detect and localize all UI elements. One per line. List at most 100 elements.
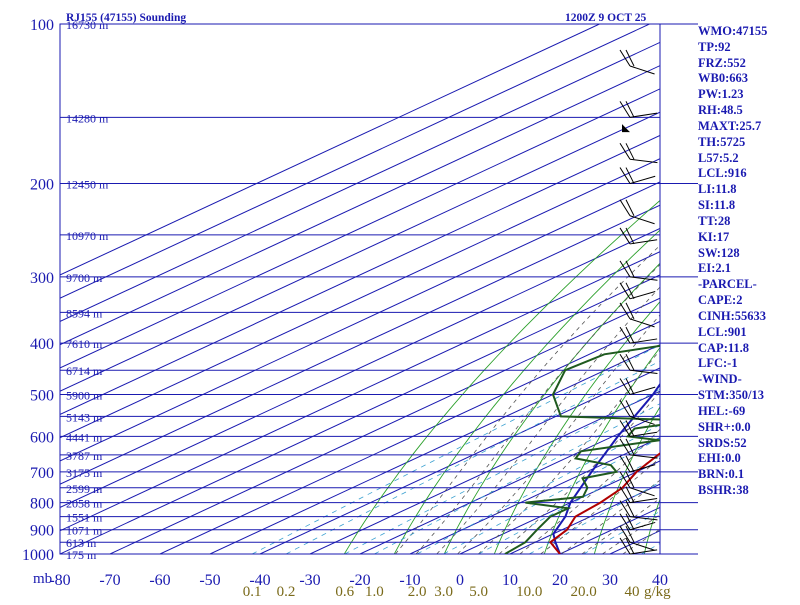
wind-barb-staff: [629, 291, 656, 300]
wind-barb-staff: [629, 158, 658, 164]
isotherm-line: [159, 320, 660, 554]
height-label: 10970 m: [66, 229, 109, 243]
isotherm-line: [60, 204, 660, 485]
mixing-ratio-label: 0.6: [335, 584, 354, 600]
wind-barb-feather: [619, 167, 631, 184]
wind-barb-staff: [629, 541, 655, 551]
profile-layer: [504, 344, 660, 554]
wind-barb-feather: [625, 167, 635, 184]
wind-barb-feather: [619, 353, 631, 371]
wind-barb-feather: [619, 438, 631, 456]
temperature-tick-label: -70: [99, 572, 120, 589]
isotherm-line: [60, 227, 660, 509]
temperature-tick-label: -50: [199, 572, 220, 589]
wind-barb-staff: [629, 112, 658, 118]
wind-barb-feather: [619, 199, 631, 216]
wind-barb-feather: [625, 455, 635, 473]
mixing-ratio-label: 3.0: [434, 584, 453, 600]
isotherm-line: [60, 274, 660, 554]
wind-barb-feather: [625, 199, 635, 216]
grid-layer: [60, 24, 660, 554]
pressure-label: 400: [30, 336, 54, 353]
height-label: 613 m: [66, 536, 97, 550]
wind-barb-feather: [619, 378, 631, 395]
wind-barb-feather: [625, 101, 635, 118]
wind-barb-staff: [629, 521, 656, 531]
temperature-tick-label: 0: [456, 572, 464, 589]
wind-barb-feather: [625, 282, 635, 300]
moist-adiabat: [581, 498, 660, 554]
wind-barb-feather: [619, 486, 631, 503]
height-label: 3175 m: [66, 466, 103, 480]
temperature-tick-label: -20: [349, 572, 370, 589]
index-item: -WIND-: [698, 372, 742, 387]
mixing-ratio-label: 40: [625, 584, 640, 600]
index-item: MAXT:25.7: [698, 118, 762, 133]
wind-barb-staff: [629, 454, 658, 459]
wind-barb-staff: [629, 516, 658, 521]
wind-barb-feather: [619, 302, 631, 320]
wind-barb-feather: [625, 326, 635, 344]
height-label: 175 m: [66, 548, 97, 562]
index-item: HEL:-69: [698, 403, 746, 418]
temperature-tick-label: 40: [652, 572, 668, 589]
wind-barb-feather: [619, 282, 631, 300]
isotherm-line: [60, 24, 600, 276]
index-item: SI:11.8: [698, 198, 736, 213]
isotherm-line: [60, 251, 660, 532]
wind-barb-feather: [625, 302, 635, 320]
index-item: KI:17: [698, 229, 730, 244]
wind-barb-feather: [619, 227, 631, 245]
pressure-label: 700: [30, 465, 54, 482]
index-item: TT:28: [698, 213, 731, 228]
wind-barb-feather: [619, 420, 631, 437]
index-item: SHR+:0.0: [698, 419, 751, 434]
parcel-line: [552, 382, 660, 554]
isotherm-line: [60, 158, 660, 439]
mixing-ratio-label: 2.0: [408, 584, 427, 600]
wind-barb-staff: [629, 276, 658, 281]
wind-barb-feather: [619, 500, 631, 517]
height-label: 14280 m: [66, 111, 109, 125]
wind-barb-feather: [619, 326, 631, 344]
isotherm-line: [60, 41, 660, 322]
height-label: 1551 m: [66, 511, 103, 525]
pressure-label: 800: [30, 496, 54, 513]
pressure-label: 100: [30, 17, 54, 34]
wind-barb-staff: [629, 65, 655, 75]
index-item: STM:350/13: [698, 388, 764, 403]
isotherm-line: [60, 134, 660, 416]
height-label: 3787 m: [66, 449, 103, 463]
isotherm-line: [60, 24, 650, 299]
wind-barb-feather: [619, 101, 631, 118]
pressure-axis-label: mb: [33, 571, 52, 587]
valid-time: 1200Z 9 OCT 25: [565, 12, 647, 24]
isotherm-line: [409, 437, 660, 554]
index-item: RH:48.5: [698, 103, 743, 118]
mixing-ratio-line: [344, 388, 660, 554]
moist-adiabat: [415, 263, 660, 554]
index-item: TP:92: [698, 39, 731, 54]
temperature-tick-label: 10: [502, 572, 518, 589]
index-item: LCL:916: [698, 166, 747, 181]
moist-adiabat: [602, 514, 660, 554]
index-item: WMO:47155: [698, 24, 768, 38]
wind-barb-staff: [629, 386, 656, 395]
wind-barb-staff: [629, 175, 656, 185]
height-label: 5900 m: [66, 388, 103, 402]
isotherm-line: [209, 344, 660, 554]
wind-barb-feather: [619, 260, 631, 278]
mixing-ratio-line: [416, 424, 660, 554]
wind-barb-staff: [629, 338, 658, 344]
wind-barb-feather: [625, 353, 635, 371]
wind-barb-staff: [629, 464, 656, 473]
wind-barb-feather: [619, 400, 631, 417]
wind-barb-staff: [629, 239, 658, 245]
height-label: 12450 m: [66, 178, 109, 192]
wind-barb-staff: [629, 497, 658, 504]
pressure-label: 1000: [22, 547, 54, 564]
temperature-tick-label: -30: [299, 572, 320, 589]
wind-barb-feather: [625, 420, 635, 437]
temperature-tick-label: -10: [399, 572, 420, 589]
